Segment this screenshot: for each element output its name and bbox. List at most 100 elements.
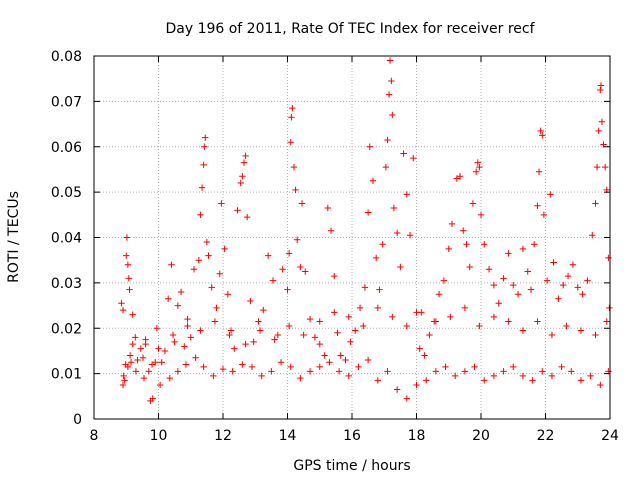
data-point: [335, 368, 343, 375]
data-point: [288, 114, 295, 121]
data-point: [389, 313, 396, 321]
data-point: [393, 386, 401, 393]
data-point: [384, 136, 391, 144]
data-point: [316, 318, 323, 325]
chart-title: Day 196 of 2011, Rate Of TEC Index for r…: [165, 21, 535, 37]
data-point: [269, 277, 277, 284]
y-axis-ticks: 0 0.01 0.02 0.03 0.04 0.05 0.06 0.07 0.08: [51, 49, 610, 428]
data-point: [577, 327, 585, 334]
data-point: [331, 272, 338, 280]
data-point: [125, 275, 133, 282]
data-point: [140, 374, 148, 382]
data-point: [466, 263, 473, 271]
data-point: [168, 261, 175, 268]
data-point: [327, 227, 335, 234]
data-point: [345, 313, 352, 321]
y-tick-label: 0.03: [51, 276, 82, 292]
data-point: [326, 359, 333, 366]
data-point: [485, 266, 493, 273]
data-point: [519, 245, 527, 253]
data-point: [197, 211, 204, 219]
data-point: [388, 77, 395, 85]
data-point: [589, 232, 596, 239]
data-point: [124, 363, 132, 371]
data-point: [389, 111, 396, 119]
data-point: [539, 132, 546, 139]
data-point: [192, 354, 199, 361]
data-point: [400, 150, 407, 157]
x-tick-label: 20: [472, 428, 490, 444]
data-point: [548, 331, 556, 339]
data-point: [595, 127, 602, 135]
data-point: [156, 381, 164, 389]
data-point: [355, 363, 362, 371]
data-point: [374, 304, 381, 312]
data-point: [534, 318, 541, 325]
data-point: [456, 173, 464, 180]
data-point: [208, 284, 215, 291]
data-point: [169, 331, 177, 339]
data-point: [132, 368, 140, 375]
data-point: [469, 200, 477, 207]
data-point: [605, 254, 612, 262]
data-point: [293, 236, 301, 243]
data-point: [540, 211, 548, 219]
data-point: [372, 254, 380, 262]
data-point: [248, 363, 256, 371]
data-point: [418, 309, 425, 316]
x-tick-label: 10: [150, 428, 168, 444]
y-tick-label: 0.01: [51, 367, 82, 383]
data-point: [268, 368, 275, 375]
data-point: [452, 372, 459, 380]
data-point: [598, 118, 606, 125]
data-point: [148, 361, 156, 368]
data-point: [155, 345, 162, 352]
data-point: [145, 368, 153, 375]
data-point: [600, 141, 607, 148]
data-point: [505, 318, 512, 325]
data-point: [306, 315, 314, 323]
x-tick-label: 14: [279, 428, 297, 444]
data-point: [181, 343, 188, 350]
data-point: [126, 286, 133, 293]
data-point: [285, 322, 293, 330]
y-tick-label: 0.06: [51, 140, 82, 156]
data-point: [406, 232, 414, 239]
data-point: [606, 304, 613, 312]
data-point: [174, 302, 182, 309]
data-point: [311, 334, 319, 341]
data-point: [255, 318, 262, 325]
x-axis-title: GPS time / hours: [293, 458, 410, 474]
data-point: [495, 300, 502, 307]
data-point: [577, 377, 585, 384]
data-point: [129, 340, 136, 348]
data-point: [174, 368, 182, 375]
data-point: [500, 275, 507, 282]
data-point: [543, 277, 551, 284]
data-point: [239, 361, 246, 368]
data-point: [422, 377, 430, 384]
data-point: [535, 168, 543, 175]
data-point: [477, 211, 485, 219]
data-point: [490, 372, 498, 380]
data-point: [258, 372, 265, 380]
data-point: [481, 241, 488, 248]
x-tick-label: 16: [343, 428, 361, 444]
data-point: [250, 338, 257, 346]
y-tick-label: 0.02: [51, 321, 82, 337]
data-point: [555, 295, 562, 302]
data-point: [134, 356, 141, 364]
data-point: [149, 395, 156, 402]
data-point: [216, 270, 223, 277]
data-point: [413, 381, 420, 389]
data-point: [242, 340, 249, 348]
data-point: [539, 368, 546, 375]
data-point: [445, 245, 452, 253]
data-point: [200, 161, 207, 169]
data-point: [352, 327, 359, 334]
data-point: [120, 372, 127, 380]
data-point: [579, 291, 586, 298]
data-point: [384, 368, 391, 375]
data-point: [432, 368, 440, 375]
